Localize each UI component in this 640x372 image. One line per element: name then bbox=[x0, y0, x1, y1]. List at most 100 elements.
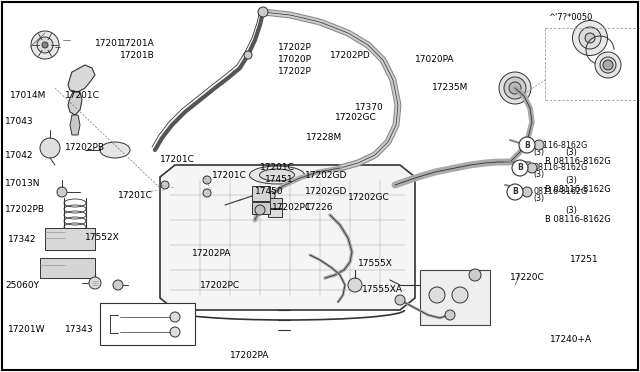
Circle shape bbox=[113, 280, 123, 290]
Circle shape bbox=[469, 269, 481, 281]
Circle shape bbox=[603, 60, 613, 70]
Text: 17020PA: 17020PA bbox=[415, 55, 454, 64]
Text: (3): (3) bbox=[533, 148, 544, 157]
Text: 08116-8162G: 08116-8162G bbox=[533, 187, 588, 196]
Circle shape bbox=[445, 310, 455, 320]
Bar bbox=[268, 198, 282, 208]
Text: B: B bbox=[517, 164, 523, 173]
Circle shape bbox=[348, 278, 362, 292]
Circle shape bbox=[203, 189, 211, 197]
Text: 17450: 17450 bbox=[255, 187, 284, 196]
Text: 17228M: 17228M bbox=[306, 132, 342, 141]
Text: 17201C: 17201C bbox=[118, 192, 153, 201]
Circle shape bbox=[395, 295, 405, 305]
Text: 17555XA: 17555XA bbox=[362, 285, 403, 295]
Ellipse shape bbox=[573, 20, 607, 55]
Circle shape bbox=[89, 277, 101, 289]
Text: 17014M: 17014M bbox=[10, 92, 46, 100]
Circle shape bbox=[42, 42, 48, 48]
Circle shape bbox=[57, 187, 67, 197]
Text: 17451: 17451 bbox=[265, 176, 294, 185]
Text: 17201W: 17201W bbox=[8, 326, 45, 334]
Text: 17202PA: 17202PA bbox=[230, 350, 269, 359]
Ellipse shape bbox=[509, 82, 521, 94]
Text: 17202PB: 17202PB bbox=[5, 205, 45, 215]
Text: (3): (3) bbox=[565, 176, 577, 185]
Circle shape bbox=[527, 163, 537, 173]
Text: 17202P: 17202P bbox=[278, 44, 312, 52]
Text: 17220C: 17220C bbox=[510, 273, 545, 282]
Polygon shape bbox=[70, 115, 80, 135]
Text: 17342: 17342 bbox=[8, 235, 36, 244]
Circle shape bbox=[452, 287, 468, 303]
Text: 17552X: 17552X bbox=[85, 234, 120, 243]
Text: 17202PA: 17202PA bbox=[192, 248, 232, 257]
Text: 08116-8162G: 08116-8162G bbox=[533, 164, 588, 173]
Polygon shape bbox=[68, 92, 82, 115]
Ellipse shape bbox=[579, 27, 601, 49]
Text: 17202PC: 17202PC bbox=[200, 280, 240, 289]
Text: (3): (3) bbox=[533, 195, 544, 203]
Text: 17013N: 17013N bbox=[5, 179, 40, 187]
Text: B: B bbox=[512, 187, 518, 196]
Polygon shape bbox=[68, 65, 95, 92]
Circle shape bbox=[522, 187, 532, 197]
Text: 17201C: 17201C bbox=[212, 171, 247, 180]
Text: B 08116-8162G: B 08116-8162G bbox=[545, 157, 611, 167]
Bar bbox=[268, 209, 282, 217]
Bar bbox=[252, 202, 270, 214]
Text: 17201C: 17201C bbox=[160, 155, 195, 164]
Text: 17042: 17042 bbox=[5, 151, 33, 160]
Circle shape bbox=[507, 184, 523, 200]
Text: ^'7?*0050: ^'7?*0050 bbox=[548, 13, 593, 22]
Text: 17202GD: 17202GD bbox=[305, 187, 348, 196]
Circle shape bbox=[265, 191, 275, 201]
Ellipse shape bbox=[259, 169, 294, 181]
Text: 17555X: 17555X bbox=[358, 259, 393, 267]
Text: 17226: 17226 bbox=[305, 202, 333, 212]
Circle shape bbox=[519, 137, 535, 153]
Text: 17202PD: 17202PD bbox=[330, 51, 371, 60]
Bar bbox=[45, 228, 95, 250]
Text: 17201C: 17201C bbox=[65, 92, 100, 100]
Text: 08116-8162G: 08116-8162G bbox=[533, 141, 588, 150]
Circle shape bbox=[255, 205, 265, 215]
Bar bbox=[420, 270, 490, 325]
Text: 17201: 17201 bbox=[95, 39, 124, 48]
Text: B 08116-8162G: B 08116-8162G bbox=[545, 215, 611, 224]
Circle shape bbox=[161, 181, 169, 189]
Ellipse shape bbox=[585, 33, 595, 43]
Ellipse shape bbox=[499, 72, 531, 104]
Text: 17202PB: 17202PB bbox=[65, 144, 105, 153]
Text: B: B bbox=[524, 141, 530, 150]
Text: 17202P: 17202P bbox=[278, 67, 312, 77]
Text: 17235M: 17235M bbox=[432, 83, 468, 93]
Text: 17020P: 17020P bbox=[278, 55, 312, 64]
Text: 17201A: 17201A bbox=[120, 38, 155, 48]
Ellipse shape bbox=[100, 142, 130, 158]
Ellipse shape bbox=[504, 77, 526, 99]
Text: 25060Y: 25060Y bbox=[5, 280, 39, 289]
Text: 17201C: 17201C bbox=[260, 164, 295, 173]
Bar bbox=[40, 258, 95, 278]
Circle shape bbox=[258, 7, 268, 17]
Text: 17202GD: 17202GD bbox=[305, 171, 348, 180]
Text: 17202PC: 17202PC bbox=[272, 202, 312, 212]
Text: 17043: 17043 bbox=[5, 118, 34, 126]
Text: 17240+A: 17240+A bbox=[550, 336, 592, 344]
Circle shape bbox=[244, 51, 252, 59]
Polygon shape bbox=[160, 165, 415, 310]
Circle shape bbox=[31, 31, 59, 59]
Bar bbox=[100, 303, 195, 345]
Ellipse shape bbox=[250, 166, 305, 184]
Text: 17201B: 17201B bbox=[120, 51, 155, 60]
Circle shape bbox=[170, 312, 180, 322]
Text: (3): (3) bbox=[565, 205, 577, 215]
Circle shape bbox=[37, 37, 53, 53]
Text: 17370: 17370 bbox=[355, 103, 384, 112]
Ellipse shape bbox=[595, 52, 621, 78]
Circle shape bbox=[512, 160, 528, 176]
Text: 17202GC: 17202GC bbox=[348, 193, 390, 202]
Text: B 08116-8162G: B 08116-8162G bbox=[545, 186, 611, 195]
Circle shape bbox=[203, 176, 211, 184]
